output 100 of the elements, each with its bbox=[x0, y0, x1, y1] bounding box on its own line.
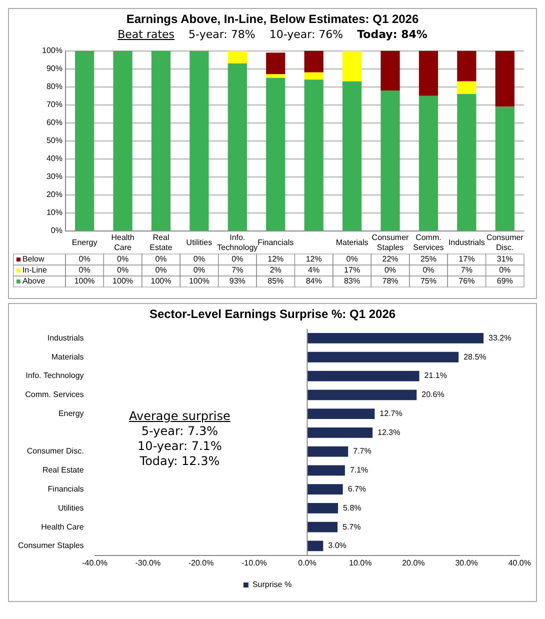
annotation: 5-year: 7.3% bbox=[140, 424, 220, 439]
bar bbox=[266, 78, 286, 230]
bar bbox=[495, 106, 514, 230]
y-tick-label: Industrials bbox=[47, 333, 84, 342]
annotation: Average surprise bbox=[129, 409, 230, 424]
data-label: 0% bbox=[232, 254, 244, 264]
data-label: 0% bbox=[499, 266, 511, 275]
y-tick-label: Info. Technology bbox=[26, 371, 84, 380]
bar bbox=[307, 427, 373, 438]
data-label: 22% bbox=[382, 254, 398, 264]
bar bbox=[342, 50, 362, 82]
y-tick-label: 40% bbox=[46, 154, 62, 164]
annotation: 10-year: 7.1% bbox=[136, 439, 223, 454]
data-label: 6.7% bbox=[348, 484, 366, 494]
y-tick-label: Materials bbox=[51, 352, 84, 362]
data-label: 100% bbox=[74, 276, 95, 286]
y-tick-label: Comm. Services bbox=[25, 390, 84, 400]
data-label: 100% bbox=[112, 276, 134, 286]
data-label: 100% bbox=[188, 276, 210, 286]
x-tick-label: Energy bbox=[72, 238, 98, 248]
bar bbox=[266, 52, 286, 74]
bar bbox=[342, 81, 362, 230]
data-label: 75% bbox=[420, 276, 436, 286]
bar bbox=[228, 50, 247, 64]
data-label: 93% bbox=[229, 276, 246, 286]
annotation: Today: 12.3% bbox=[138, 454, 221, 469]
data-label: 7% bbox=[232, 266, 244, 275]
x-tick-label: 20.0% bbox=[402, 558, 425, 568]
x-tick-label: Consumer Staples bbox=[372, 233, 410, 252]
bar bbox=[304, 50, 324, 72]
bar bbox=[380, 50, 400, 90]
bar bbox=[307, 446, 348, 457]
data-label: 7.1% bbox=[350, 466, 368, 475]
data-label: 20.6% bbox=[422, 390, 444, 400]
y-tick-label: 60% bbox=[46, 118, 62, 128]
y-tick-label: 0% bbox=[50, 226, 62, 236]
data-label: 31% bbox=[496, 254, 513, 264]
bar bbox=[307, 503, 338, 514]
x-tick-label: -30.0% bbox=[135, 558, 161, 568]
bar bbox=[457, 50, 476, 82]
legend-label: Above bbox=[22, 276, 46, 286]
legend-label: Surprise % bbox=[252, 580, 292, 590]
chart-title: Earnings Above, In-Line, Below Estimates: Q1 2026 bbox=[125, 11, 420, 26]
y-tick-label: Energy bbox=[58, 408, 84, 418]
bar bbox=[307, 522, 338, 532]
data-label: 0% bbox=[155, 266, 167, 275]
data-label: 0% bbox=[155, 254, 167, 264]
x-tick-label: 40.0% bbox=[508, 558, 531, 568]
data-label: 17% bbox=[344, 266, 360, 275]
bar bbox=[495, 50, 514, 107]
data-label: 5.8% bbox=[343, 503, 362, 512]
bar bbox=[307, 390, 417, 400]
chart-title: Sector-Level Earnings Surprise %: Q1 2026 bbox=[148, 306, 397, 321]
x-tick-label: Financials bbox=[258, 238, 294, 248]
y-tick-label: Real Estate bbox=[42, 466, 84, 475]
bar bbox=[457, 94, 476, 230]
x-tick-label: Info. Technology bbox=[217, 233, 258, 252]
legend-label: In-Line bbox=[22, 266, 48, 275]
text: 5-year: 78% bbox=[188, 28, 256, 41]
bar bbox=[307, 352, 459, 362]
data-label: 4% bbox=[308, 266, 320, 275]
data-label: 12% bbox=[268, 254, 284, 264]
bar bbox=[113, 50, 132, 230]
y-tick-label: 70% bbox=[46, 100, 62, 110]
data-label: 21.1% bbox=[424, 371, 447, 380]
y-tick-label: 20% bbox=[46, 190, 62, 200]
data-label: 33.2% bbox=[488, 333, 512, 342]
x-tick-label: Materials bbox=[336, 238, 368, 248]
x-tick-label: -20.0% bbox=[188, 558, 214, 568]
x-tick-label: Utilities bbox=[186, 238, 212, 248]
bar bbox=[151, 50, 171, 230]
data-label: 0% bbox=[78, 254, 90, 264]
bar bbox=[190, 50, 209, 230]
x-tick-label: 10.0% bbox=[348, 558, 372, 568]
bar bbox=[380, 90, 400, 230]
bar bbox=[266, 74, 286, 78]
data-label: 12.3% bbox=[378, 428, 400, 437]
text: Today: 84% bbox=[357, 28, 428, 41]
data-label: 12% bbox=[306, 254, 322, 264]
x-tick-label: Real Estate bbox=[150, 233, 173, 252]
y-tick-label: Consumer Staples bbox=[18, 541, 84, 550]
text: Beat rates bbox=[118, 28, 175, 41]
data-label: 12.7% bbox=[380, 408, 402, 418]
data-label: 69% bbox=[496, 276, 513, 286]
data-label: 85% bbox=[268, 276, 284, 286]
x-tick-label: Industrials bbox=[448, 238, 485, 248]
x-tick-label: Comm. Services bbox=[413, 233, 444, 252]
y-tick-label: 10% bbox=[46, 208, 62, 218]
y-tick-label: 30% bbox=[46, 172, 62, 182]
bar bbox=[307, 465, 345, 476]
bar bbox=[304, 72, 324, 80]
data-label: 7% bbox=[460, 266, 472, 275]
y-tick-label: Health Care bbox=[41, 522, 84, 532]
data-label: 0% bbox=[346, 254, 358, 264]
data-label: 0% bbox=[193, 254, 205, 264]
data-label: 0% bbox=[116, 254, 129, 264]
legend-label: Below bbox=[22, 254, 44, 264]
x-tick-label: Consumer Disc. bbox=[486, 233, 524, 252]
y-tick-label: 50% bbox=[46, 136, 62, 146]
bar bbox=[307, 484, 343, 494]
